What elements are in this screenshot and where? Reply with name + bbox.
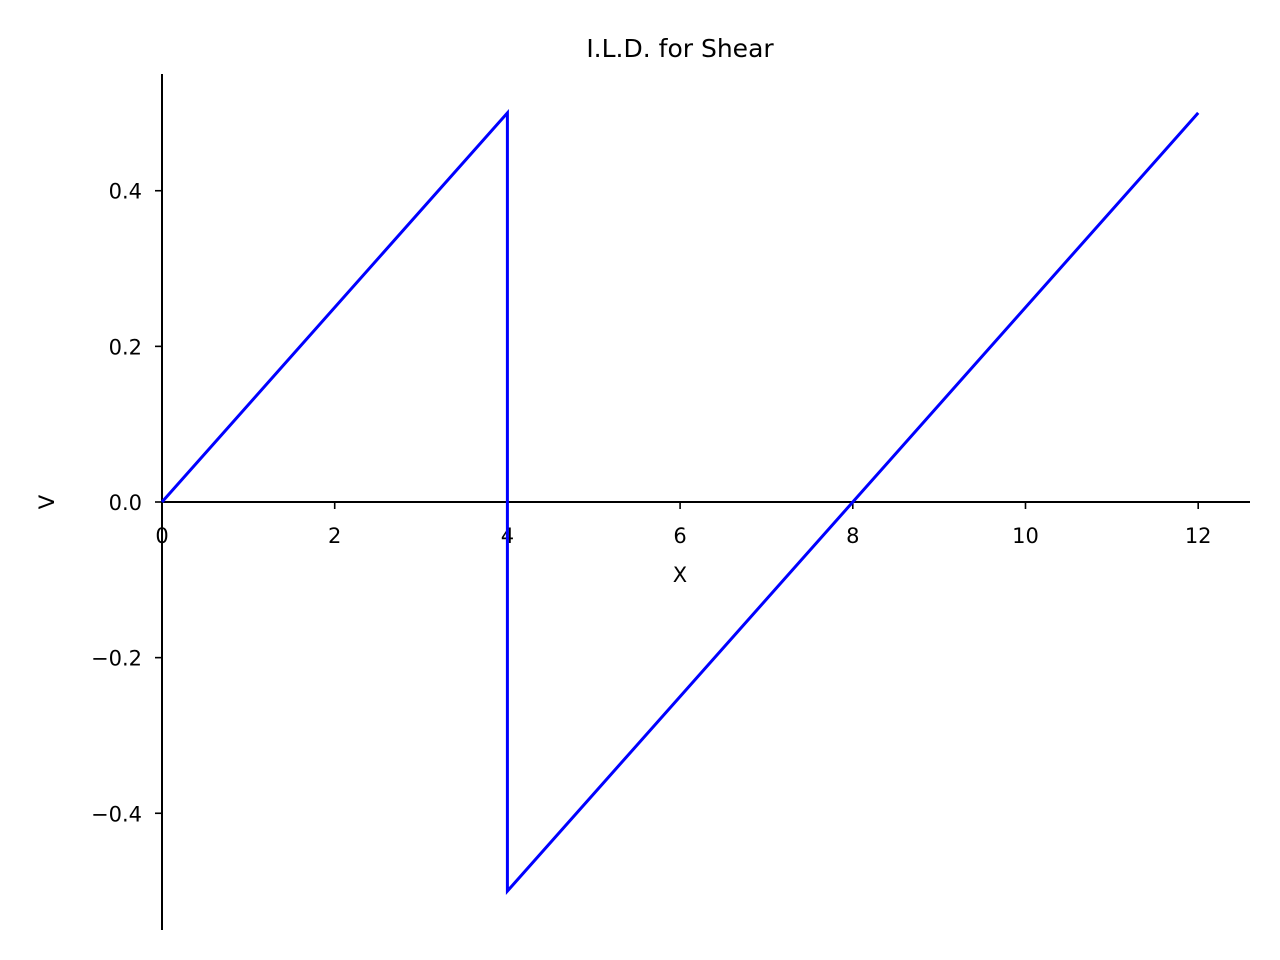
y-tick-label: −0.2 <box>91 647 142 671</box>
y-axis-label: V <box>35 494 59 509</box>
x-tick-label: 8 <box>846 524 859 548</box>
chart-title: I.L.D. for Shear <box>586 34 774 63</box>
x-tick-label: 6 <box>673 524 686 548</box>
x-tick-label: 2 <box>328 524 341 548</box>
x-axis-ticks: 0 2 4 6 8 10 12 <box>155 502 1212 548</box>
x-tick-label: 12 <box>1185 524 1212 548</box>
series-layer <box>160 108 1200 896</box>
y-tick-label: 0.0 <box>109 491 142 515</box>
x-tick-label: 10 <box>1012 524 1039 548</box>
y-tick-label: 0.4 <box>109 180 142 204</box>
y-axis-ticks: −0.4 −0.2 0.0 0.2 0.4 <box>91 180 162 826</box>
x-tick-label: 0 <box>155 524 168 548</box>
series-line <box>160 108 1200 896</box>
y-tick-label: −0.4 <box>91 802 142 826</box>
y-tick-label: 0.2 <box>109 335 142 359</box>
x-axis-label: X <box>673 563 687 587</box>
